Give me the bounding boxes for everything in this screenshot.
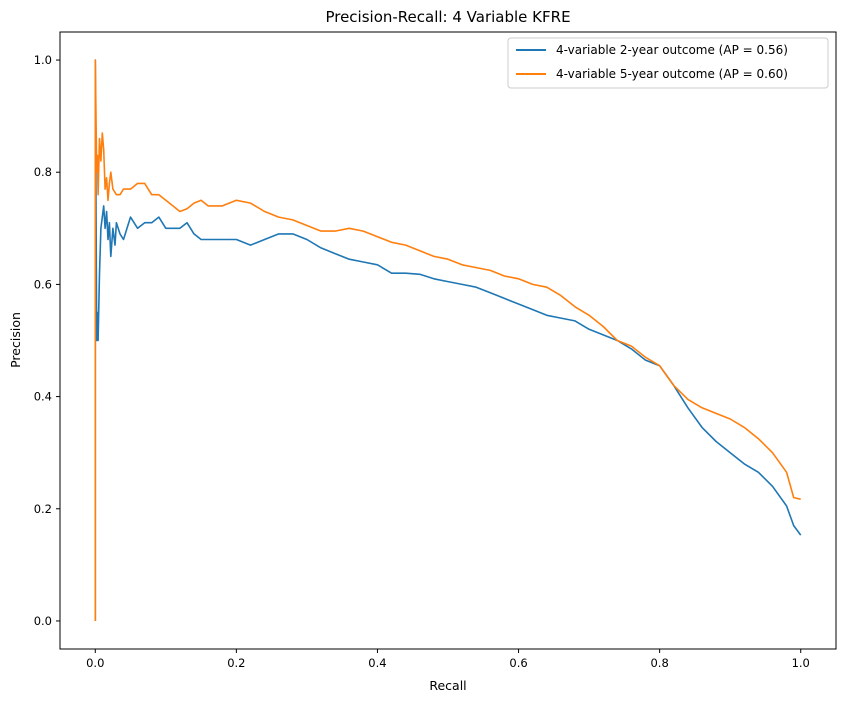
- legend-entry-2year: 4-variable 2-year outcome (AP = 0.56): [556, 43, 788, 57]
- ticks-layer: 0.0 0.2 0.4 0.6 0.8 1.0 0.0 0.2 0.4 0.6 0.8 1.0: [34, 53, 810, 670]
- y-tick-label: 0.0: [34, 614, 52, 628]
- x-tick-label: 0.4: [368, 656, 386, 670]
- y-tick-label: 0.6: [34, 277, 52, 291]
- series-layer: [94, 59, 802, 621]
- legend-entry-5year: 4-variable 5-year outcome (AP = 0.60): [556, 67, 788, 81]
- x-tick-label: 0.0: [86, 656, 104, 670]
- y-tick-label: 1.0: [34, 53, 52, 67]
- x-axis-label: Recall: [429, 678, 466, 693]
- x-tick-label: 0.8: [650, 656, 668, 670]
- series-line-0: [94, 59, 802, 621]
- y-axis-label: Precision: [8, 312, 23, 368]
- chart-title: Precision-Recall: 4 Variable KFRE: [325, 8, 570, 26]
- plot-area: [59, 31, 837, 650]
- y-tick-label: 0.8: [34, 165, 52, 179]
- x-tick-label: 0.6: [509, 656, 527, 670]
- legend: 4-variable 2-year outcome (AP = 0.56) 4-…: [507, 37, 829, 89]
- x-tick-label: 1.0: [792, 656, 810, 670]
- y-tick-label: 0.4: [34, 390, 52, 404]
- x-tick-label: 0.2: [227, 656, 245, 670]
- y-tick-label: 0.2: [34, 502, 52, 516]
- series-line-1: [94, 59, 801, 621]
- legend-box: [507, 37, 829, 89]
